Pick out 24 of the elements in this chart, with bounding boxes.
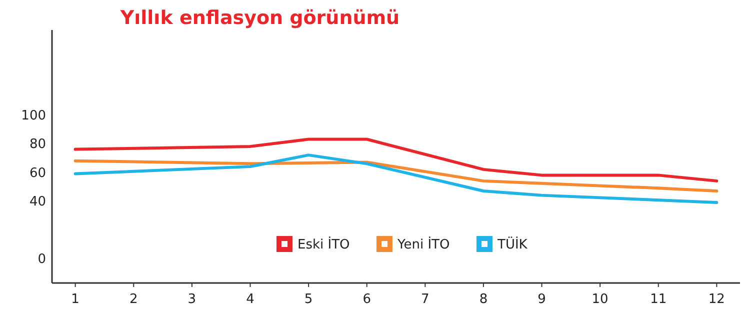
x-tick-label: 1 xyxy=(71,292,80,307)
x-tick-label: 6 xyxy=(362,292,371,307)
line-series xyxy=(74,154,718,204)
line-series xyxy=(74,138,718,182)
y-tick-label: 40 xyxy=(29,194,46,210)
legend-label: Yeni İTO xyxy=(396,236,450,253)
y-tick-label: 0 xyxy=(38,252,46,268)
legend-label: TÜİK xyxy=(496,236,528,253)
x-tick-label: 7 xyxy=(421,292,430,307)
legend-label: Eski İTO xyxy=(298,236,350,253)
y-tick-label: 60 xyxy=(29,166,46,181)
x-tick-label: 12 xyxy=(708,292,725,307)
x-tick-label: 8 xyxy=(479,292,488,307)
x-tick-label: 2 xyxy=(129,292,138,307)
x-tick-label: 3 xyxy=(188,292,196,307)
x-tick-label: 11 xyxy=(650,292,667,307)
y-tick-label: 100 xyxy=(21,108,46,124)
x-tick-label: 10 xyxy=(592,292,608,307)
y-tick-label: 80 xyxy=(29,137,46,152)
line-series xyxy=(74,159,718,192)
chart-title: Yıllık enflasyon görünümü xyxy=(119,7,400,29)
x-tick-label: 9 xyxy=(538,292,546,307)
x-tick-label: 5 xyxy=(304,292,313,307)
x-tick-label: 4 xyxy=(246,292,254,307)
